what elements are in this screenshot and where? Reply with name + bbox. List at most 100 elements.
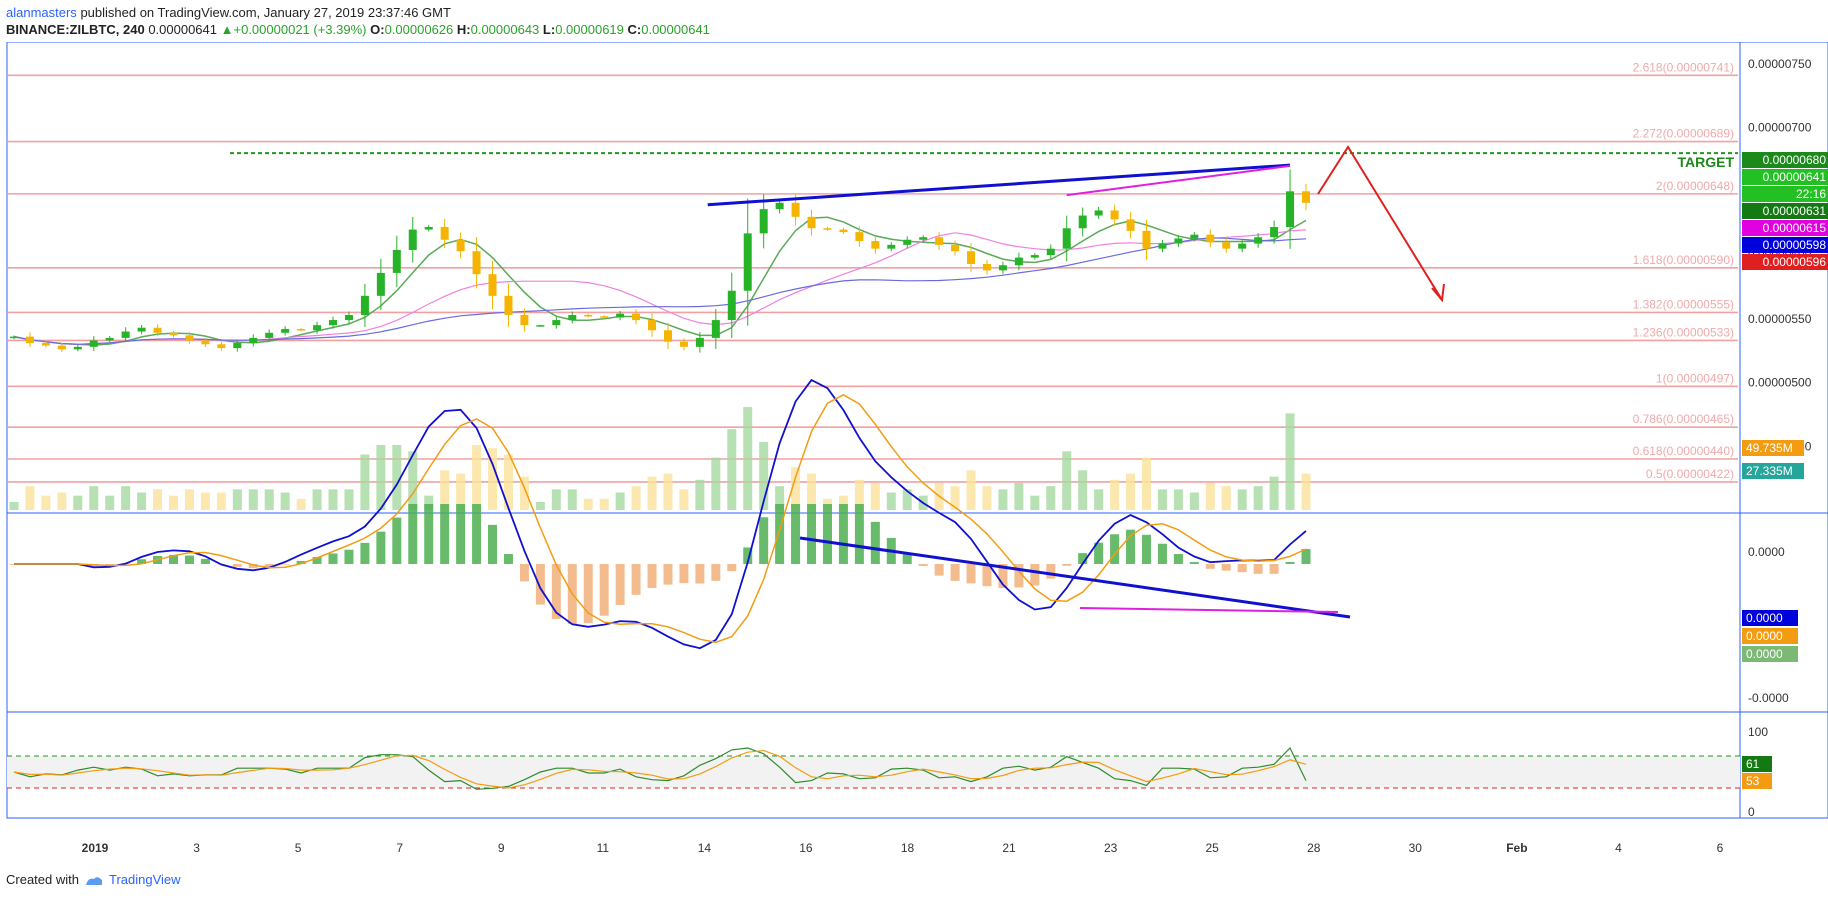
volume-bar	[743, 407, 753, 510]
macd-histogram-bar	[1094, 542, 1104, 564]
macd-histogram-bar	[663, 564, 673, 585]
fibonacci-levels: 2.618(0.00000741) 2.272(0.00000689) 2(0.00…	[7, 60, 1738, 483]
volume-bar	[344, 489, 354, 510]
volume-bar	[1189, 492, 1199, 510]
publish-line: alanmasters published on TradingView.com…	[6, 5, 451, 20]
volume-bar	[408, 451, 418, 510]
volume-bar	[1269, 476, 1279, 510]
volume-bar	[376, 445, 386, 510]
candle-body	[1238, 243, 1247, 249]
brand-link[interactable]: TradingView	[108, 872, 181, 887]
macd-histogram-bar	[966, 564, 976, 584]
candle-body	[663, 330, 672, 342]
price-label-box	[1742, 203, 1828, 219]
trading-chart[interactable]: 2.618(0.00000741) 2.272(0.00000689) 2(0.00…	[0, 42, 1828, 862]
volume-bar	[775, 486, 785, 510]
price-tick: 0.00000750	[1748, 57, 1812, 71]
candle-body	[536, 325, 545, 327]
macd-histogram-bar	[934, 564, 944, 576]
candle-body	[1206, 234, 1215, 243]
macd-histogram-bar	[1237, 564, 1247, 573]
candle-body	[153, 327, 162, 333]
price-label: 0.00000598	[1763, 238, 1827, 252]
macd-histogram-bar	[1301, 549, 1311, 564]
ohlc-high-value: 0.00000643	[470, 22, 540, 37]
published-text: published on TradingView.com, January 27…	[80, 5, 451, 20]
macd-histogram-bar	[503, 554, 513, 564]
candle-body	[169, 332, 178, 336]
projection-path	[1317, 145, 1443, 301]
candle-body	[727, 290, 736, 321]
time-tick: 18	[901, 841, 915, 855]
macd-histogram-bar	[232, 564, 242, 567]
volume-bar	[280, 492, 290, 510]
candle-body	[982, 263, 991, 271]
projection-arrow-icon	[1431, 283, 1445, 303]
candle-body	[344, 314, 353, 321]
price-label: 0.00000680	[1763, 153, 1827, 167]
candle-body	[903, 239, 912, 245]
ma-slow-line	[13, 237, 1307, 345]
volume-bar	[886, 492, 896, 510]
candle-body	[1030, 255, 1039, 258]
volume-bar	[1094, 489, 1104, 510]
volume-bar	[583, 498, 593, 510]
volume-bar	[711, 457, 721, 510]
author-link[interactable]: alanmasters	[6, 5, 77, 20]
candle-body	[456, 239, 465, 252]
volume-bar	[1126, 473, 1136, 510]
macd-histogram-bar	[137, 559, 147, 564]
macd-histogram-bar	[280, 564, 290, 565]
rsi-tick: 100	[1748, 725, 1768, 739]
volume-bar	[1110, 479, 1120, 510]
time-tick: Feb	[1506, 841, 1527, 855]
volume-bar	[663, 473, 673, 510]
candle-body	[1126, 219, 1135, 231]
tradingview-logo-icon	[85, 876, 102, 885]
symbol-label[interactable]: BINANCE:ZILBTC, 240	[6, 22, 145, 37]
volume-bar	[902, 489, 912, 510]
time-tick: 6	[1717, 841, 1724, 855]
macd-histogram-bar	[424, 504, 434, 564]
volume-bar	[807, 473, 817, 510]
candle-body	[73, 346, 82, 350]
time-tick: 5	[295, 841, 302, 855]
macd-line	[14, 378, 1307, 650]
time-tick: 2019	[82, 841, 109, 855]
macd-histogram-bar	[169, 554, 179, 564]
candle-body	[1062, 228, 1071, 249]
fib-label-5: 1.236(0.00000533)	[1633, 325, 1734, 339]
volume-bar	[232, 489, 242, 510]
candle-body	[201, 340, 210, 345]
candle-body	[775, 202, 784, 210]
candle-body	[1222, 242, 1231, 249]
candle-body	[568, 314, 577, 321]
time-tick: 3	[193, 841, 200, 855]
macd-histogram-bar	[902, 553, 912, 564]
fib-label-1: 2.272(0.00000689)	[1633, 127, 1734, 141]
price-trendline	[707, 163, 1291, 207]
candle-body	[967, 251, 976, 264]
macd-histogram-bar	[822, 504, 832, 564]
macd-histogram-bar	[328, 553, 338, 564]
candle-body	[887, 244, 896, 249]
macd-histogram-bar	[1014, 564, 1024, 588]
price-label-box	[1742, 186, 1828, 202]
candle-body	[504, 295, 513, 315]
fib-label-7: 0.786(0.00000465)	[1633, 412, 1734, 426]
volume-label-box	[1742, 463, 1804, 479]
macd-histogram-bar	[647, 564, 657, 589]
volume-bar	[248, 489, 258, 510]
price-label-box	[1742, 220, 1828, 236]
price-label: 0.00000615	[1763, 221, 1827, 235]
volume-bar	[791, 467, 801, 510]
macd-histogram-bar	[1285, 562, 1295, 564]
volume-bar	[695, 479, 705, 510]
price-change: +0.00000021 (+3.39%)	[233, 22, 367, 37]
created-with-text: Created with	[6, 872, 79, 887]
macd-trendline-minor	[1079, 607, 1339, 613]
volume-bar	[456, 473, 466, 510]
candle-body	[217, 344, 226, 349]
macd-histogram-bar	[535, 564, 545, 605]
candle-body	[520, 314, 529, 326]
